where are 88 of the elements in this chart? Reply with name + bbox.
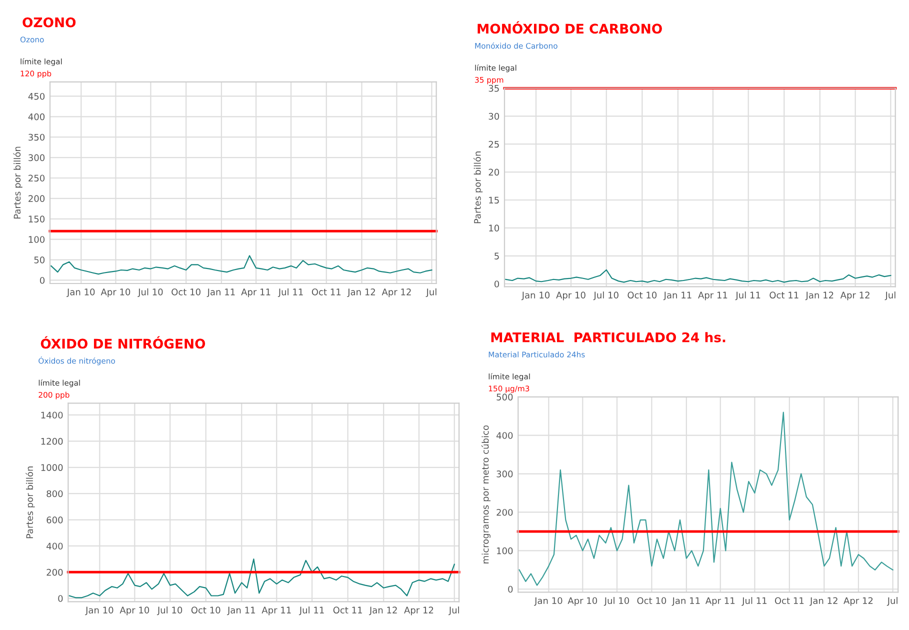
x-tick-label: Oct 11 xyxy=(770,292,798,298)
x-tick-label: Jul 10 xyxy=(138,288,163,298)
x-tick-label: Oct 11 xyxy=(774,597,804,604)
y-tick-label: 0 xyxy=(58,595,63,602)
y-tick-label: 350 xyxy=(28,134,45,141)
x-tick-label: Jan 12 xyxy=(805,292,834,300)
x-tick-label: Apr 12 xyxy=(382,288,411,298)
x-tick-label: Jul 10 xyxy=(604,597,630,606)
x-tick-label: Jan 10 xyxy=(521,292,550,300)
y-tick-label: 100 xyxy=(28,236,45,243)
y-tick-label: 250 xyxy=(28,174,45,182)
y-tick-label: 0 xyxy=(494,280,500,288)
x-tick-label: Jan 11 xyxy=(663,292,692,300)
y-tick-label: 0 xyxy=(40,276,45,284)
x-tick-label: Apr 11 xyxy=(698,292,728,300)
x-tick-label: Jul 11 xyxy=(278,288,303,298)
x-tick-label: Apr 12 xyxy=(404,606,434,616)
x-tick-label: Apr 10 xyxy=(120,606,150,616)
x-tick-label: Jul xyxy=(426,288,436,298)
y-tick-label: 35 xyxy=(488,84,499,92)
line-series xyxy=(68,558,455,598)
x-tick-label: Jan 10 xyxy=(85,606,114,616)
y-axis-title: Partes por billón xyxy=(26,466,35,538)
y-tick-label: 300 xyxy=(496,470,513,478)
y-tick-label: 150 xyxy=(28,216,45,222)
y-tick-label: 400 xyxy=(46,542,63,550)
y-tick-label: 0 xyxy=(508,586,513,593)
x-tick-label: Apr 11 xyxy=(262,606,291,616)
x-tick-label: Jan 10 xyxy=(534,597,562,606)
line-series xyxy=(518,412,894,586)
x-tick-label: Jul 11 xyxy=(298,606,324,616)
line-series xyxy=(505,269,892,283)
y-tick-label: 500 xyxy=(496,394,513,400)
x-tick-label: Oct 11 xyxy=(312,288,341,296)
y-tick-label: 30 xyxy=(488,112,500,120)
y-tick-label: 400 xyxy=(496,432,513,439)
x-tick-label: Jul xyxy=(884,292,896,300)
x-tick-label: Apr 10 xyxy=(568,597,598,606)
x-tick-label: Jan 11 xyxy=(227,606,255,616)
y-tick-label: 15 xyxy=(489,196,499,204)
y-tick-label: 400 xyxy=(28,113,45,120)
y-tick-label: 20 xyxy=(488,168,500,176)
x-tick-label: Jan 11 xyxy=(206,288,235,298)
y-tick-label: 5 xyxy=(494,252,499,260)
y-tick-label: 200 xyxy=(28,195,45,202)
y-tick-label: 1200 xyxy=(41,438,63,445)
x-tick-label: Jul xyxy=(886,597,898,606)
y-tick-label: 1000 xyxy=(41,464,63,471)
y-tick-label: 300 xyxy=(28,154,45,162)
line-series xyxy=(50,255,432,275)
y-tick-label: 200 xyxy=(496,508,513,516)
y-tick-label: 25 xyxy=(488,140,499,148)
x-tick-label: Oct 10 xyxy=(172,288,200,296)
y-tick-label: 200 xyxy=(46,568,63,576)
x-tick-label: Jan 12 xyxy=(347,288,375,298)
y-tick-label: 450 xyxy=(28,92,45,100)
x-tick-label: Apr 10 xyxy=(100,288,130,298)
y-axis-title: Partes por billón xyxy=(473,152,483,224)
chart-title: MONÓXIDO DE CARBONO xyxy=(478,21,662,34)
x-tick-label: Jan 10 xyxy=(66,288,95,298)
x-tick-label: Apr 12 xyxy=(840,292,870,300)
x-tick-label: Oct 11 xyxy=(333,606,362,614)
x-tick-label: Oct 10 xyxy=(637,597,666,604)
x-tick-label: Jan 11 xyxy=(672,597,700,606)
chart-title: OZONO xyxy=(22,17,76,28)
y-axis-title: Partes por billón xyxy=(13,146,22,218)
y-tick-label: 100 xyxy=(497,547,513,554)
x-tick-label: Jul xyxy=(448,606,459,616)
x-tick-label: Jul 11 xyxy=(735,292,760,300)
y-tick-label: 10 xyxy=(489,224,500,232)
x-tick-label: Apr 11 xyxy=(241,288,270,298)
x-tick-label: Apr 10 xyxy=(556,292,586,300)
y-tick-label: 50 xyxy=(34,256,45,264)
x-tick-label: Oct 10 xyxy=(191,606,220,614)
x-tick-label: Oct 10 xyxy=(628,292,657,298)
x-tick-label: Apr 12 xyxy=(844,597,873,606)
x-tick-label: Jul 11 xyxy=(742,597,766,606)
y-tick-label: 800 xyxy=(46,490,63,498)
x-tick-label: Apr 11 xyxy=(705,597,735,606)
x-tick-label: Jan 12 xyxy=(368,606,397,616)
y-tick-label: 1400 xyxy=(41,412,63,419)
chart-title: MATERIAL PARTICULADO 24 hs. xyxy=(491,332,726,342)
x-tick-label: Jul 10 xyxy=(156,606,182,616)
x-tick-label: Jan 12 xyxy=(810,597,838,606)
chart-title: ÓXIDO DE NITRÓGENO xyxy=(40,336,206,349)
y-axis-title: microgramos por metro cúbico xyxy=(481,425,490,564)
x-tick-label: Jul 10 xyxy=(593,292,618,300)
y-tick-label: 600 xyxy=(46,516,63,524)
